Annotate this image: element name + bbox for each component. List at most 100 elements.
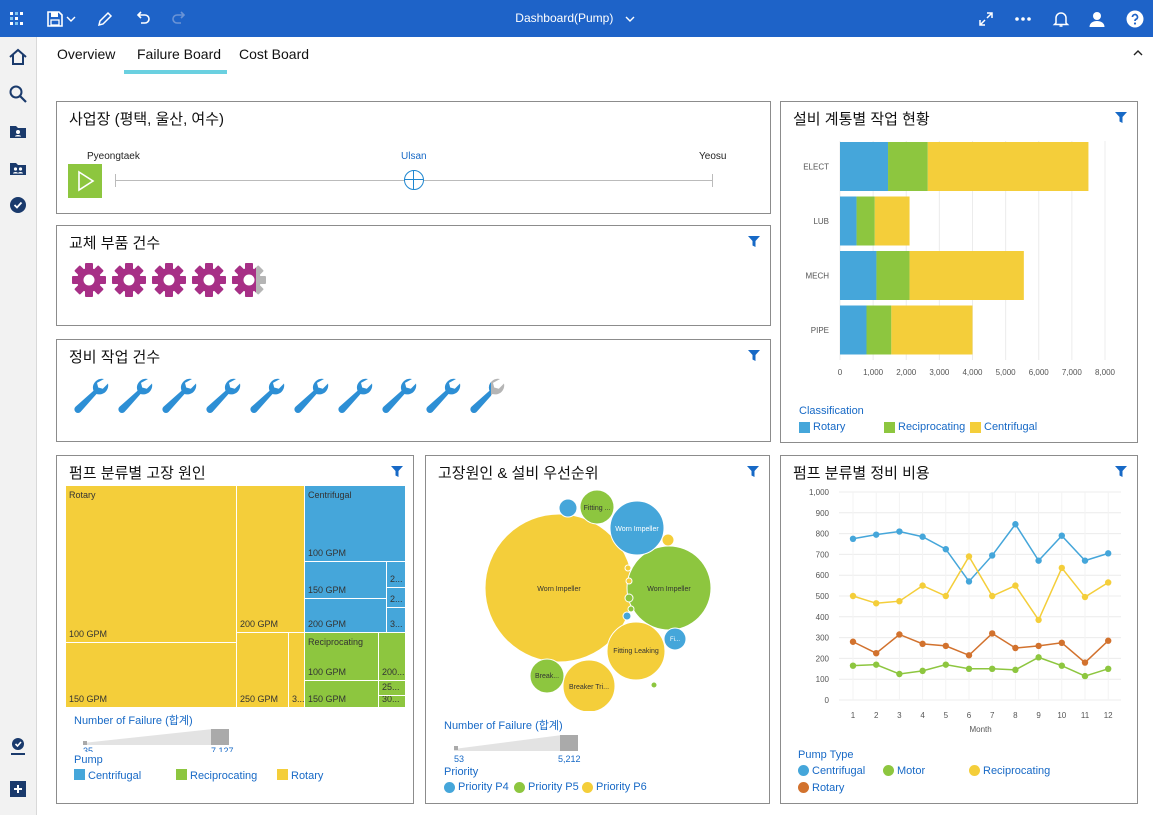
data-point[interactable] — [849, 662, 857, 669]
play-button[interactable] — [68, 164, 102, 198]
data-point[interactable] — [849, 638, 857, 645]
data-point[interactable] — [873, 600, 880, 607]
bubble[interactable] — [606, 621, 666, 681]
filter-icon[interactable] — [1115, 466, 1127, 477]
site-slider-handle[interactable] — [404, 170, 424, 190]
data-point[interactable] — [965, 578, 973, 585]
treemap-cell[interactable]: 150 GPM — [305, 562, 386, 598]
legend-label-rotary[interactable]: Rotary — [291, 770, 324, 782]
data-point[interactable] — [965, 652, 973, 659]
data-point[interactable] — [896, 598, 903, 605]
data-point[interactable] — [1105, 550, 1112, 557]
legend-label-reciprocating[interactable]: Reciprocating — [190, 770, 258, 782]
save-icon[interactable] — [44, 8, 66, 30]
data-point[interactable] — [873, 661, 880, 668]
bubble[interactable] — [558, 498, 578, 518]
data-point[interactable] — [873, 650, 880, 657]
data-point[interactable] — [1081, 659, 1089, 666]
bar-segment[interactable] — [909, 251, 1024, 300]
treemap-cell[interactable]: Rotary 100 GPM — [66, 486, 236, 642]
data-point[interactable] — [849, 535, 857, 542]
legend-label-centrifugal[interactable]: Centrifugal — [984, 421, 1038, 433]
data-point[interactable] — [1012, 521, 1019, 528]
bar-segment[interactable] — [876, 251, 910, 300]
recent-clock-icon[interactable] — [7, 194, 29, 216]
data-point[interactable] — [896, 528, 903, 535]
pencil-icon[interactable] — [94, 8, 116, 30]
bubble[interactable] — [562, 659, 616, 711]
legend-label-centrifugal[interactable]: Centrifugal — [812, 765, 866, 777]
data-point[interactable] — [1035, 642, 1042, 650]
data-point[interactable] — [1058, 532, 1065, 539]
data-point[interactable] — [1081, 672, 1089, 680]
bar-segment[interactable] — [866, 305, 892, 355]
data-point[interactable] — [989, 592, 996, 600]
bar-segment[interactable] — [888, 142, 928, 191]
treemap-cell[interactable]: 3... — [387, 608, 405, 632]
data-point[interactable] — [989, 665, 996, 672]
bubble[interactable] — [650, 681, 658, 689]
bar-segment[interactable] — [840, 251, 877, 300]
bar-segment[interactable] — [927, 142, 1089, 191]
data-point[interactable] — [873, 531, 880, 538]
treemap-cell[interactable]: 200 GPM — [305, 599, 386, 632]
bubble[interactable] — [579, 489, 615, 525]
legend-label-reciprocating[interactable]: Reciprocating — [898, 421, 966, 433]
redo-icon[interactable] — [168, 8, 190, 30]
data-point[interactable] — [965, 553, 973, 560]
bar-segment[interactable] — [891, 305, 973, 355]
legend-label-p5[interactable]: Priority P5 — [528, 781, 579, 793]
bubble[interactable] — [609, 500, 665, 556]
data-point[interactable] — [919, 667, 926, 675]
data-point[interactable] — [1081, 593, 1089, 601]
filter-icon[interactable] — [748, 236, 760, 247]
bar-segment[interactable] — [840, 142, 889, 191]
data-point[interactable] — [1081, 557, 1089, 564]
new-content-plus-icon[interactable] — [7, 778, 29, 800]
tab-failure-board[interactable]: Failure Board — [137, 46, 222, 62]
treemap-cell[interactable]: Centrifugal 100 GPM — [305, 486, 405, 561]
bubble[interactable] — [529, 658, 565, 694]
data-point[interactable] — [1105, 637, 1112, 644]
data-point[interactable] — [1035, 616, 1042, 624]
legend-label-reciprocating[interactable]: Reciprocating — [983, 765, 1051, 777]
data-point[interactable] — [1058, 639, 1065, 646]
data-point[interactable] — [1058, 662, 1065, 669]
treemap-cell[interactable]: 150 GPM — [66, 643, 236, 707]
data-point[interactable] — [1012, 582, 1019, 589]
legend-label-p6[interactable]: Priority P6 — [596, 781, 647, 793]
bubble[interactable] — [661, 533, 675, 547]
data-point[interactable] — [989, 630, 996, 637]
data-point[interactable] — [1012, 666, 1019, 674]
tab-overview[interactable]: Overview — [57, 46, 116, 62]
more-options-icon[interactable] — [1012, 8, 1034, 30]
bar-segment[interactable] — [856, 196, 875, 246]
search-icon[interactable] — [7, 83, 29, 105]
filter-icon[interactable] — [748, 350, 760, 361]
data-point[interactable] — [896, 670, 903, 678]
team-content-folder-icon[interactable] — [7, 157, 29, 179]
data-point[interactable] — [919, 582, 926, 589]
bubble[interactable] — [624, 564, 632, 572]
data-point[interactable] — [1035, 557, 1042, 564]
filter-icon[interactable] — [1115, 112, 1127, 123]
treemap-cell[interactable]: 150 GPM — [305, 681, 378, 707]
treemap-cell[interactable]: 30... — [379, 696, 405, 707]
bar-segment[interactable] — [840, 305, 867, 355]
data-point[interactable] — [919, 640, 926, 648]
tab-cost-board[interactable]: Cost Board — [239, 46, 310, 62]
fullscreen-icon[interactable] — [975, 8, 997, 30]
account-badge-icon[interactable] — [7, 735, 29, 757]
notifications-bell-icon[interactable] — [1050, 8, 1072, 30]
legend-label-motor[interactable]: Motor — [897, 765, 926, 777]
home-icon[interactable] — [7, 46, 29, 68]
treemap-cell[interactable]: 200... — [379, 633, 405, 680]
data-point[interactable] — [965, 665, 973, 672]
legend-label-p4[interactable]: Priority P4 — [458, 781, 509, 793]
collapse-chevron-up-icon[interactable] — [1133, 44, 1143, 62]
data-point[interactable] — [849, 592, 857, 600]
bubble[interactable] — [627, 605, 635, 613]
treemap-cell[interactable]: 3... — [289, 633, 304, 707]
bubble[interactable] — [624, 593, 634, 603]
data-point[interactable] — [1105, 665, 1112, 672]
